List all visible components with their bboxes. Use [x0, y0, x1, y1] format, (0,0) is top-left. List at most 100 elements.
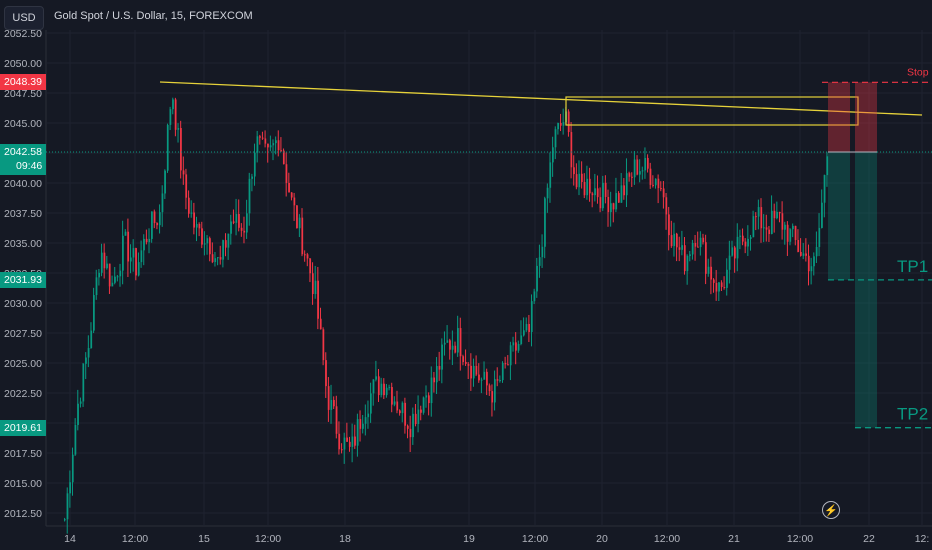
candle: [815, 246, 818, 257]
x-tick-label: 12:: [915, 533, 930, 545]
candle: [288, 182, 290, 193]
candle: [789, 229, 792, 242]
candle: [652, 184, 654, 186]
stop-zone-tp1-position[interactable]: [828, 82, 850, 153]
candle: [293, 197, 296, 206]
candle: [488, 385, 491, 392]
candle: [464, 361, 467, 364]
candle: [662, 188, 665, 198]
candle: [549, 162, 552, 188]
lightning-icon[interactable]: ⚡: [822, 501, 840, 519]
candle: [380, 383, 383, 396]
candle: [93, 295, 95, 331]
candle: [628, 173, 631, 177]
candle: [507, 364, 509, 366]
candle: [449, 340, 451, 350]
candle: [399, 410, 401, 414]
candle: [64, 519, 66, 521]
candle: [668, 214, 670, 236]
y-tick-label: 2025.00: [4, 358, 42, 370]
candle: [140, 250, 143, 263]
candle: [726, 269, 728, 288]
y-tick-label: 2030.00: [4, 298, 42, 310]
candle: [103, 252, 106, 269]
candle: [805, 253, 807, 256]
candle: [428, 395, 430, 404]
candle: [765, 227, 768, 230]
candle: [594, 188, 596, 196]
candle: [414, 413, 417, 425]
x-tick-label: 12:00: [522, 533, 548, 545]
candle: [151, 211, 153, 239]
candle: [683, 245, 686, 272]
candle: [325, 360, 327, 387]
candle: [728, 255, 731, 270]
stop-zone-tp2-position[interactable]: [855, 82, 877, 153]
candle: [525, 324, 528, 331]
candle: [267, 143, 269, 148]
symbol-button[interactable]: USD: [4, 6, 44, 30]
candle: [238, 213, 240, 228]
candle: [710, 266, 713, 280]
candle: [158, 212, 161, 226]
candle: [641, 170, 644, 172]
tp1-label: TP1: [897, 257, 928, 276]
candle: [573, 167, 575, 175]
candle: [391, 387, 393, 405]
candle: [367, 413, 370, 418]
candle: [438, 366, 441, 370]
target-zone-tp1[interactable]: [828, 152, 850, 280]
candle: [90, 330, 93, 349]
candle: [523, 330, 525, 336]
candle: [417, 409, 420, 425]
trendline[interactable]: [159, 81, 923, 116]
y-tick-label: 2050.00: [4, 58, 42, 70]
candle: [504, 363, 507, 365]
candle: [443, 342, 446, 345]
candle: [161, 193, 164, 213]
resistance-zone-box[interactable]: [565, 96, 859, 126]
candle: [272, 143, 275, 146]
candle: [420, 409, 422, 413]
current-price-label: 2042.58 09:46: [0, 144, 46, 176]
target-zone-tp2[interactable]: [855, 152, 877, 428]
candle: [649, 168, 652, 185]
candle: [430, 377, 433, 404]
candle: [333, 399, 335, 407]
current-price-value: 2042.58: [4, 146, 42, 159]
candle: [290, 192, 293, 198]
x-tick-label: 19: [463, 533, 475, 545]
y-tick-label: 2012.50: [4, 508, 42, 520]
candle: [174, 99, 177, 130]
candle: [111, 282, 114, 287]
candle: [657, 178, 660, 189]
candle: [172, 99, 174, 110]
candle: [538, 257, 541, 266]
candle: [393, 401, 396, 405]
candle: [493, 379, 496, 403]
time-axis[interactable]: [46, 526, 932, 550]
candle: [193, 212, 195, 228]
candle: [673, 233, 676, 247]
candle: [232, 221, 235, 223]
candle: [362, 423, 364, 429]
candle: [314, 280, 317, 295]
candle: [752, 216, 755, 238]
candle: [562, 122, 565, 126]
candle: [697, 246, 699, 248]
x-tick-label: 12:00: [787, 533, 813, 545]
candle: [217, 257, 219, 259]
candle: [813, 256, 815, 267]
candle: [475, 365, 478, 375]
candle: [546, 187, 549, 199]
candle: [686, 255, 689, 272]
candle: [187, 197, 190, 214]
candle: [768, 229, 771, 235]
candle: [240, 227, 243, 231]
candle: [66, 493, 69, 520]
candle: [676, 233, 678, 248]
y-tick-label: 2027.50: [4, 328, 42, 340]
candle: [607, 196, 610, 213]
candle: [127, 231, 130, 262]
